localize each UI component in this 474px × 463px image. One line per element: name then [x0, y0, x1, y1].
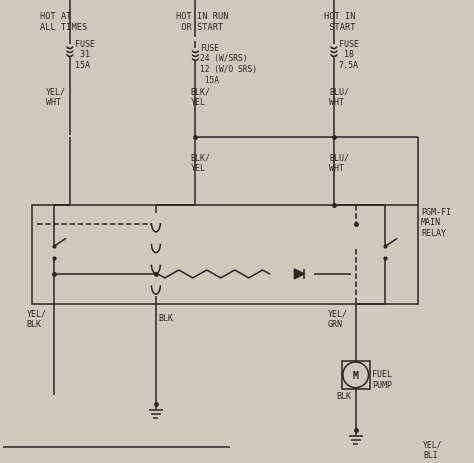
Text: FUSE
24 (W/SRS)
12 (W/O SRS)
 15A: FUSE 24 (W/SRS) 12 (W/O SRS) 15A [201, 44, 257, 85]
Text: FUEL
PUMP: FUEL PUMP [373, 369, 392, 389]
Text: BLU/
WHT: BLU/ WHT [329, 87, 349, 106]
Text: HOT IN RUN
 OR START: HOT IN RUN OR START [176, 12, 228, 31]
Text: M: M [353, 370, 359, 380]
Text: YEL/
BLI: YEL/ BLI [423, 439, 442, 459]
Text: HOT AT
ALL TIMES: HOT AT ALL TIMES [40, 12, 87, 31]
Text: BLK/
YEL: BLK/ YEL [191, 153, 210, 173]
Text: FUSE
 18
7.5A: FUSE 18 7.5A [339, 39, 359, 70]
Polygon shape [294, 269, 304, 279]
Text: FUSE
 31
15A: FUSE 31 15A [75, 39, 95, 70]
Text: BLK/
YEL: BLK/ YEL [191, 87, 210, 106]
Text: BLK: BLK [159, 314, 174, 323]
Text: YEL/
GRN: YEL/ GRN [328, 309, 348, 329]
Text: BLU/
WHT: BLU/ WHT [329, 153, 349, 173]
Text: HOT IN
 START: HOT IN START [324, 12, 356, 31]
Text: PGM-FI
MAIN
RELAY: PGM-FI MAIN RELAY [421, 207, 451, 238]
Text: YEL/
WHT: YEL/ WHT [46, 87, 66, 106]
Text: YEL/
BLK: YEL/ BLK [27, 309, 46, 329]
Text: BLK: BLK [336, 391, 351, 400]
Bar [32, 205, 418, 304]
